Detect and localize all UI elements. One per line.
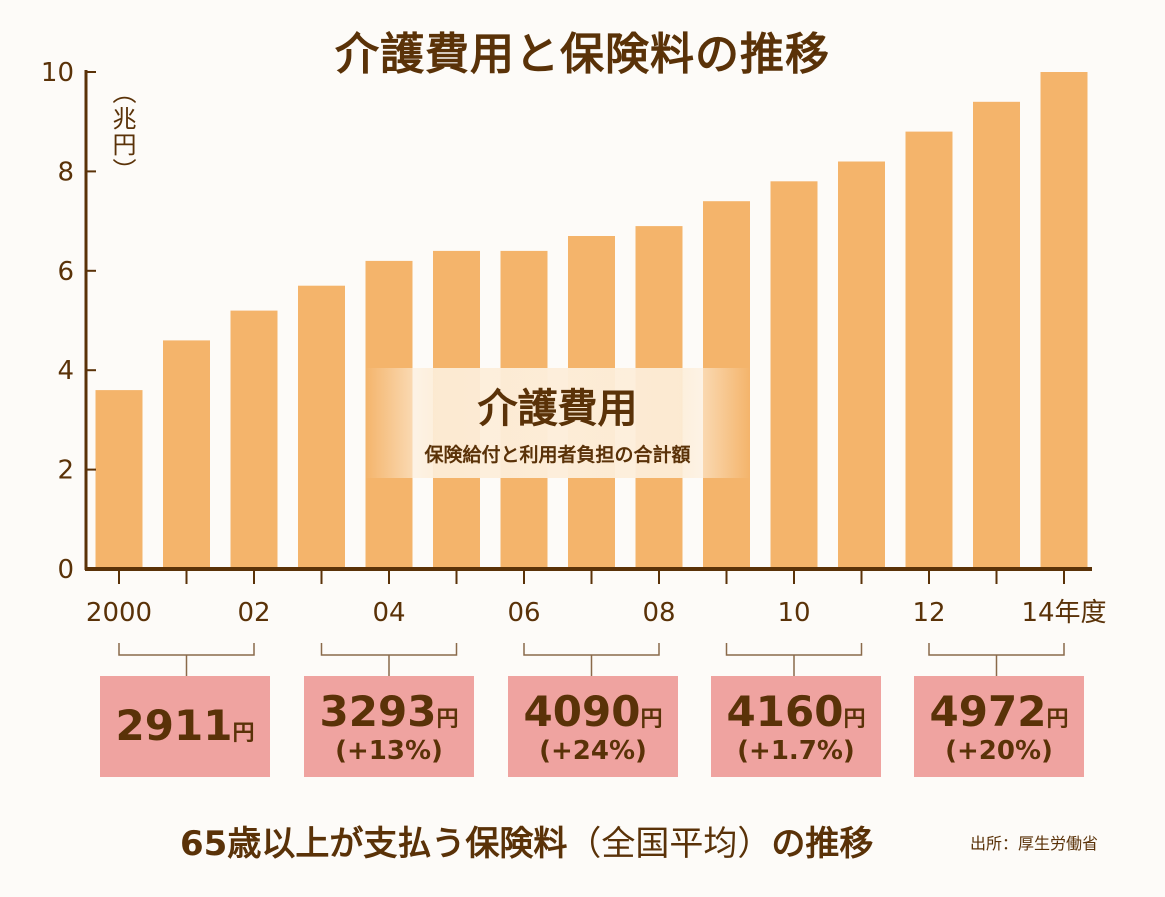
premium-bracket-4 — [725, 643, 863, 676]
premium-change: (+20%) — [945, 736, 1053, 766]
y-tick-label-8: 8 — [57, 157, 74, 187]
x-tick-label-02: 02 — [237, 598, 270, 628]
bar-13 — [973, 101, 1020, 570]
premium-unit: 円 — [436, 707, 459, 732]
bar-14 — [1040, 72, 1088, 569]
premium-title-main: 65歳以上が支払う保険料 — [180, 824, 568, 864]
premium-unit: 円 — [232, 721, 255, 746]
y-tick-label-2: 2 — [57, 456, 74, 486]
bar-10 — [770, 181, 818, 570]
premium-section-title: 65歳以上が支払う保険料（全国平均）の推移 — [180, 816, 873, 865]
bars-group — [95, 72, 1088, 570]
premium-amount: 4160 — [726, 687, 844, 736]
x-tick-label-12: 12 — [912, 598, 945, 628]
x-tick-label-14: 14年度 — [1021, 598, 1106, 628]
bar-12 — [905, 131, 953, 569]
premium-change: (+13%) — [335, 736, 443, 766]
premium-box-4: 4160円 (+1.7%) — [711, 676, 881, 777]
premium-box-3: 4090円 (+24%) — [508, 676, 678, 777]
premium-unit: 円 — [640, 707, 663, 732]
premium-amount: 4090 — [523, 687, 641, 736]
x-tick-label-06: 06 — [507, 598, 540, 628]
premium-bracket-2 — [320, 643, 458, 676]
premium-title-paren: （全国平均） — [567, 824, 772, 864]
premium-box-2: 3293円 (+13%) — [304, 676, 474, 777]
y-tick-label-10: 10 — [41, 58, 74, 88]
premium-bracket-1 — [118, 643, 255, 676]
premium-change: (+1.7%) — [737, 736, 855, 766]
x-tick-label-04: 04 — [372, 598, 405, 628]
x-tick-label-2000: 2000 — [86, 598, 152, 628]
y-axis: 0 2 4 6 8 10 （兆円） — [41, 58, 136, 585]
bar-03 — [298, 285, 345, 569]
chart-title: 介護費用と保険料の推移 — [335, 29, 830, 80]
annotation-subtitle: 保険給付と利用者負担の合計額 — [424, 444, 691, 466]
premium-box-5: 4972円 (+20%) — [914, 676, 1084, 777]
x-tick-label-10: 10 — [777, 598, 810, 628]
source-note: 出所：厚生労働省 — [970, 834, 1099, 853]
premium-unit: 円 — [1046, 707, 1069, 732]
annotation-title: 介護費用 — [477, 386, 638, 432]
premium-amount: 4972 — [929, 687, 1047, 736]
premium-unit: 円 — [843, 707, 866, 732]
premium-box-1: 2911円 — [100, 676, 270, 777]
bar-01 — [163, 340, 210, 569]
x-tick-label-08: 08 — [642, 598, 675, 628]
bar-2000 — [95, 390, 143, 569]
premium-amount: 2911 — [115, 701, 233, 750]
y-tick-label-4: 4 — [57, 356, 74, 386]
premium-change: (+24%) — [539, 736, 647, 766]
premium-bracket-5 — [928, 643, 1065, 676]
bar-02 — [230, 310, 278, 569]
premium-title-tail: の推移 — [771, 824, 874, 864]
premium-amount: 3293 — [319, 687, 437, 736]
care-cost-annotation: 介護費用 保険給付と利用者負担の合計額 — [365, 368, 750, 478]
x-axis: 2000 02 04 06 08 10 12 14年度 — [85, 567, 1107, 628]
y-axis-unit-label: （兆円） — [108, 80, 136, 184]
premium-brackets — [118, 643, 1065, 676]
premium-bracket-3 — [523, 643, 660, 676]
y-tick-label-6: 6 — [57, 257, 74, 287]
y-tick-label-0: 0 — [57, 555, 74, 585]
bar-11 — [838, 161, 885, 569]
